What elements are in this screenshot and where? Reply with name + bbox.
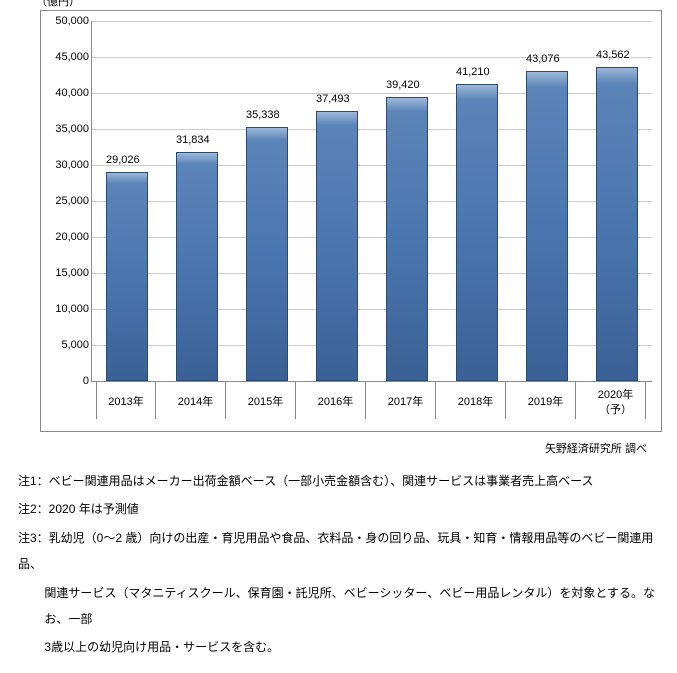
bar-value-label: 29,026 <box>106 154 140 166</box>
bar-value-label: 37,493 <box>316 93 350 105</box>
bar-value-label: 43,076 <box>526 53 560 65</box>
bar-group: 41,210 <box>447 84 507 381</box>
bar <box>246 127 288 381</box>
bar <box>456 84 498 381</box>
bar-value-label: 41,210 <box>456 66 490 78</box>
bar-chart: （億円） 29,02631,83435,33837,49339,42041,21… <box>40 10 662 432</box>
x-tick-label: 2020年（予） <box>586 381 646 419</box>
note-3-line3: 3歳以上の幼児向け用品・サービスを含む。 <box>44 634 667 660</box>
bar <box>386 97 428 381</box>
y-tick-label: 25,000 <box>44 195 89 207</box>
plot-area: 29,02631,83435,33837,49339,42041,21043,0… <box>91 21 652 382</box>
bar-value-label: 39,420 <box>386 79 420 91</box>
note-3-line2: 関連サービス（マタニティスクール、保育園・託児所、ベビーシッター、ベビー用品レン… <box>44 580 667 633</box>
y-tick-label: 0 <box>44 375 89 387</box>
note-3-line1: 注3：乳幼児（0～2 歳）向けの出産・育児用品や食品、衣料品・身の回り品、玩具・… <box>18 525 667 578</box>
y-tick-label: 20,000 <box>44 231 89 243</box>
y-tick-label: 45,000 <box>44 51 89 63</box>
y-unit-label: （億円） <box>36 0 80 9</box>
y-tick-label: 50,000 <box>44 15 89 27</box>
x-tick-label: 2018年 <box>446 381 506 419</box>
chart-source: 矢野経済研究所 調べ <box>10 440 647 456</box>
bar-group: 31,834 <box>167 152 227 381</box>
y-tick-label: 5,000 <box>44 339 89 351</box>
bar-group: 43,562 <box>587 67 647 381</box>
y-tick-label: 35,000 <box>44 123 89 135</box>
y-tick-label: 15,000 <box>44 267 89 279</box>
bar-group: 29,026 <box>97 172 157 381</box>
bar-value-label: 35,338 <box>246 109 280 121</box>
y-tick-label: 10,000 <box>44 303 89 315</box>
y-tick-label: 30,000 <box>44 159 89 171</box>
y-tick-label: 40,000 <box>44 87 89 99</box>
bars-group: 29,02631,83435,33837,49339,42041,21043,0… <box>92 21 652 381</box>
x-tick-label: 2016年 <box>306 381 366 419</box>
bar-value-label: 31,834 <box>176 134 210 146</box>
bar-group: 43,076 <box>517 71 577 381</box>
note-1: 注1：ベビー関連用品はメーカー出荷金額ベース（一部小売金額含む）、関連サービスは… <box>18 468 667 494</box>
bar-group: 39,420 <box>377 97 437 381</box>
x-tick-label: 2015年 <box>236 381 296 419</box>
bar-value-label: 43,562 <box>596 49 630 61</box>
bar <box>106 172 148 381</box>
bar <box>176 152 218 381</box>
bar <box>596 67 638 381</box>
bar-group: 35,338 <box>237 127 297 381</box>
bar <box>526 71 568 381</box>
note-2: 注2：2020 年は予測値 <box>18 496 667 522</box>
x-tick-label: 2014年 <box>166 381 226 419</box>
bar <box>316 111 358 381</box>
x-tick-label: 2019年 <box>516 381 576 419</box>
x-axis: 2013年 2014年 2015年 2016年 2017年 2018年 2019年 2020年… <box>91 381 651 419</box>
bar-group: 37,493 <box>307 111 367 381</box>
footnotes: 注1：ベビー関連用品はメーカー出荷金額ベース（一部小売金額含む）、関連サービスは… <box>18 468 667 661</box>
x-tick-label: 2017年 <box>376 381 436 419</box>
x-tick-label: 2013年 <box>96 381 156 419</box>
